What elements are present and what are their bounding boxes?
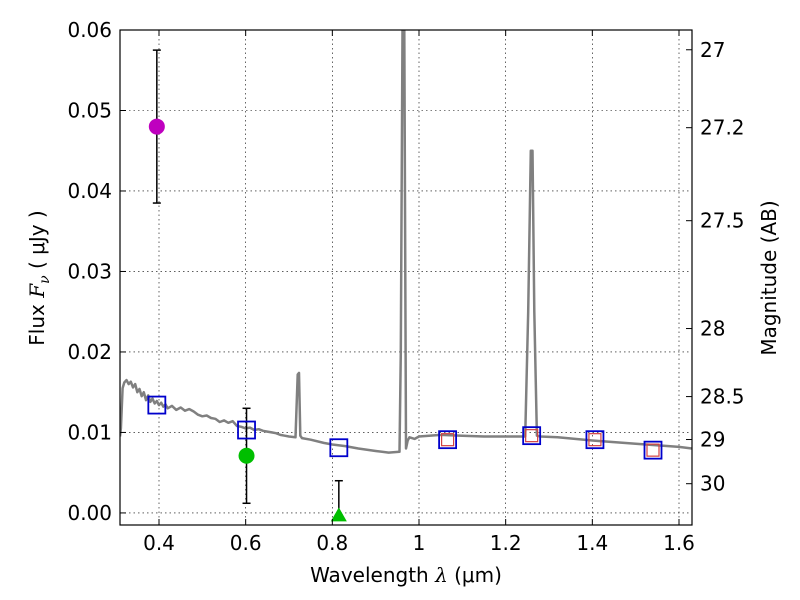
y-tick-label: 0.05	[67, 98, 112, 122]
blue-square-marker	[237, 420, 256, 440]
green-data-point	[238, 447, 255, 464]
y2-tick-label: 28.5	[700, 385, 745, 409]
y-tick-label: 0.02	[67, 340, 112, 364]
y-tick-label: 0.06	[67, 18, 112, 42]
y2-axis-label: Magnitude (AB)	[757, 200, 781, 355]
y2-tick-label: 28	[700, 317, 725, 341]
blue-square-marker	[585, 430, 605, 450]
grid-layer	[120, 29, 692, 525]
y-tick-label: 0.03	[67, 259, 112, 283]
y2-tick-label: 29	[700, 428, 725, 452]
blue-square-marker	[438, 430, 458, 450]
model-spectrum-line	[120, 30, 692, 454]
red-square-marker	[646, 443, 660, 457]
y-tick-label: 0.00	[67, 501, 112, 525]
x-tick-label: 1	[413, 531, 426, 555]
y2-tick-label: 30	[700, 472, 725, 496]
y-axis-label: Flux Fν ( μJy )	[25, 210, 53, 345]
blue-square-marker	[329, 438, 349, 458]
y2-tick-label: 27.5	[700, 209, 745, 233]
red-square-marker	[525, 429, 539, 443]
magenta-data-point	[148, 118, 165, 135]
y-tick-label: 0.04	[67, 179, 112, 203]
x-tick-label: 0.6	[230, 531, 262, 555]
x-tick-label: 1.2	[490, 531, 522, 555]
red-square-marker	[588, 433, 602, 447]
y2-tick-label: 27.2	[700, 116, 745, 140]
y2-tick-label: 27	[700, 38, 725, 62]
x-tick-label: 0.8	[316, 531, 348, 555]
plot-frame	[119, 29, 693, 526]
green-upper-limit-marker	[330, 507, 347, 522]
clipped-series	[120, 30, 692, 522]
y-tick-label: 0.01	[67, 420, 112, 444]
blue-square-marker	[643, 440, 663, 460]
blue-square-marker	[147, 395, 167, 415]
tick-layer: 0.4 0.6 0.8 1 1.2 1.4 1.6 0.00 0.01 0.02 0.03 0.04 0…	[67, 18, 744, 555]
x-tick-label: 1.6	[663, 531, 695, 555]
x-axis-label: Wavelength λ (μm)	[310, 563, 502, 587]
red-square-marker	[441, 433, 455, 447]
x-tick-label: 1.4	[576, 531, 608, 555]
x-tick-label: 0.4	[143, 531, 175, 555]
blue-square-marker	[522, 426, 542, 446]
series-layer	[120, 30, 692, 522]
